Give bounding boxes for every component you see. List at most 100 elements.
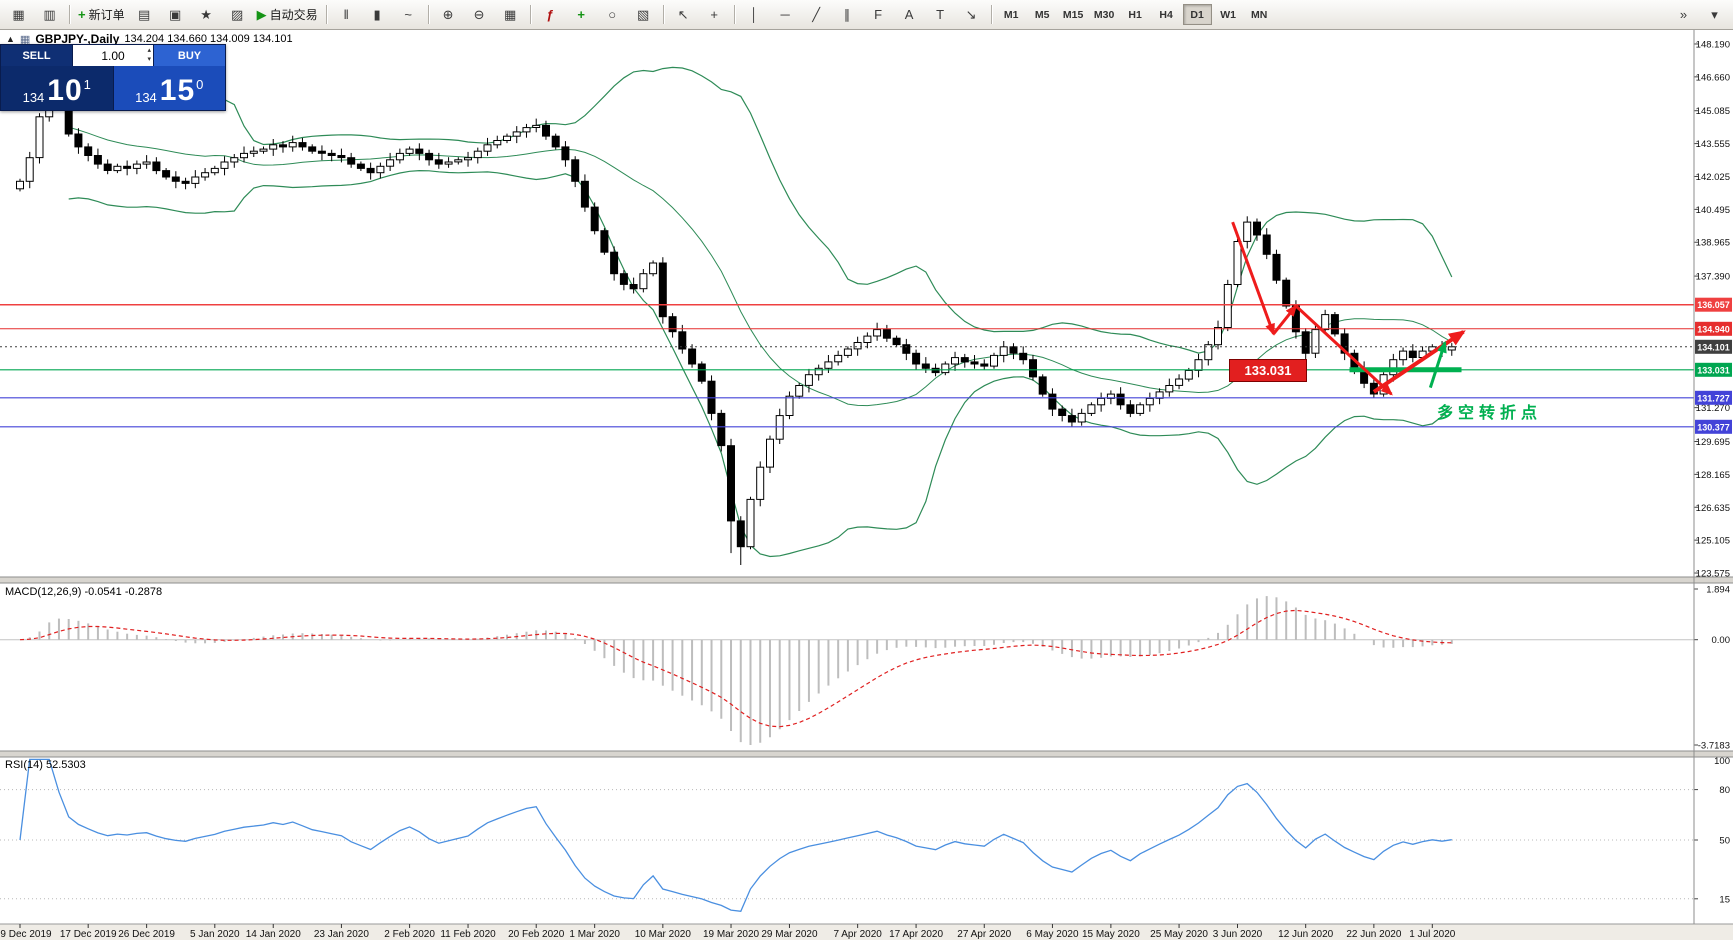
- indicators-button-icon: ƒ: [546, 7, 554, 22]
- indicators-button[interactable]: ƒ: [535, 2, 566, 27]
- tile-windows-button[interactable]: ▦: [495, 2, 526, 27]
- text-tool-button[interactable]: A: [894, 2, 925, 27]
- svg-text:134.101: 134.101: [1697, 342, 1730, 352]
- one-click-collapse-arrow[interactable]: ▲: [6, 34, 15, 44]
- data-window-button-icon: ▣: [168, 6, 182, 22]
- fibonacci-button-icon: F: [874, 7, 883, 22]
- chart-window-title: ▲ ▦ GBPJPY-,Daily 134.204 134.660 134.00…: [6, 32, 293, 46]
- svg-text:134.940: 134.940: [1697, 324, 1730, 334]
- new-chart-button[interactable]: ▦: [3, 2, 34, 27]
- add-indicator-button[interactable]: +: [566, 2, 597, 27]
- svg-text:23 Jan 2020: 23 Jan 2020: [314, 929, 369, 940]
- candlestick-mode-button-icon: ▮: [373, 6, 381, 22]
- svg-text:20 Feb 2020: 20 Feb 2020: [508, 929, 565, 940]
- bar-chart-mode-button[interactable]: ‖: [331, 2, 362, 27]
- toolbar-separator: [529, 5, 531, 24]
- buy-button[interactable]: BUY: [154, 45, 225, 66]
- trendline-button[interactable]: ╱: [801, 2, 832, 27]
- cursor-button[interactable]: ↖: [668, 2, 699, 27]
- templates-button[interactable]: ▧: [628, 2, 659, 27]
- channel-button[interactable]: ∥: [832, 2, 863, 27]
- turning-point-text: 多空转折点: [1437, 405, 1543, 422]
- svg-text:5 Jan 2020: 5 Jan 2020: [190, 929, 240, 940]
- new-chart-button-icon: ▦: [12, 6, 25, 22]
- crosshair-button-icon: +: [710, 7, 718, 22]
- trade-price-row: 134 10 1 134 15 0: [1, 66, 225, 110]
- toolbar-buttons: ▦ ▥ + 新订单 ▤ ▣ ★ ▨ ▶ 自动交易 ‖ ▮ ~ ⊕ ⊖ ▦ ƒ + ○ ▧ ↖ + │ ─ ╱ ∥ F A T ↘: [3, 2, 987, 27]
- timeframe-w1-button[interactable]: W1: [1220, 8, 1236, 21]
- svg-text:137.390: 137.390: [1696, 272, 1730, 283]
- spinner-down-icon[interactable]: ▾: [147, 56, 151, 63]
- chart-profiles-button[interactable]: ▥: [34, 2, 65, 27]
- timeframe-h4-button[interactable]: H4: [1159, 8, 1173, 21]
- timeframe-h1-button[interactable]: H1: [1128, 8, 1142, 21]
- timeframe-mn-button[interactable]: MN: [1250, 8, 1268, 21]
- toolbar-separator: [733, 5, 735, 24]
- svg-text:19 Mar 2020: 19 Mar 2020: [703, 929, 760, 940]
- chart-profiles-button-icon: ▥: [43, 6, 56, 22]
- timeframe-m15-button[interactable]: M15: [1062, 8, 1084, 21]
- market-watch-button[interactable]: ▤: [129, 2, 160, 27]
- macd-signal-line: [19, 609, 1452, 728]
- volume-spinner[interactable]: ▴ ▾: [147, 46, 151, 64]
- bullish-red-arrow: [1372, 330, 1466, 394]
- sell-button[interactable]: SELL: [1, 45, 72, 66]
- toolbar-options-button[interactable]: ▾: [1699, 2, 1730, 27]
- spinner-up-icon[interactable]: ▴: [147, 47, 151, 54]
- zoom-in-button[interactable]: ⊕: [433, 2, 464, 27]
- periods-button[interactable]: ○: [597, 2, 628, 27]
- svg-text:15: 15: [1719, 894, 1730, 905]
- zoom-out-button[interactable]: ⊖: [464, 2, 495, 27]
- toolbar-right: » ▾: [1668, 2, 1730, 27]
- new-order-button[interactable]: + 新订单: [74, 2, 129, 27]
- svg-text:138.965: 138.965: [1696, 238, 1730, 249]
- buy-price-display[interactable]: 134 15 0: [112, 66, 225, 110]
- svg-text:133.031: 133.031: [1697, 365, 1730, 375]
- crosshair-button[interactable]: +: [699, 2, 730, 27]
- main-plot-layer: [0, 49, 1694, 565]
- svg-text:17 Apr 2020: 17 Apr 2020: [889, 929, 943, 940]
- price-callout-label[interactable]: 133.031: [1229, 359, 1307, 382]
- candlestick-mode-button[interactable]: ▮: [362, 2, 393, 27]
- horizontal-line-button[interactable]: ─: [770, 2, 801, 27]
- timeframe-m30-button[interactable]: M30: [1093, 8, 1115, 21]
- sell-price-display[interactable]: 134 10 1: [1, 66, 113, 110]
- terminal-button[interactable]: ▨: [222, 2, 253, 27]
- zoom-out-button-icon: ⊖: [473, 6, 485, 22]
- navigator-button[interactable]: ★: [191, 2, 222, 27]
- svg-text:1 Mar 2020: 1 Mar 2020: [569, 929, 620, 940]
- svg-text:80: 80: [1719, 785, 1730, 796]
- svg-text:26 Dec 2019: 26 Dec 2019: [118, 929, 175, 940]
- volume-value: 1.00: [101, 48, 125, 63]
- add-indicator-button-icon: +: [577, 7, 585, 22]
- svg-text:12 Jun 2020: 12 Jun 2020: [1278, 929, 1333, 940]
- fibonacci-button[interactable]: F: [863, 2, 894, 27]
- macd-layer: [0, 596, 1694, 745]
- sell-price-pipette: 1: [83, 77, 91, 92]
- svg-text:0.00: 0.00: [1712, 635, 1731, 646]
- line-chart-mode-button-icon: ~: [404, 7, 412, 22]
- svg-text:15 May 2020: 15 May 2020: [1082, 929, 1140, 940]
- timeframe-m1-button[interactable]: M1: [1003, 8, 1019, 21]
- text-label-button[interactable]: T: [925, 2, 956, 27]
- vertical-line-button[interactable]: │: [739, 2, 770, 27]
- sell-price-pips: 10: [47, 74, 83, 107]
- data-window-button[interactable]: ▣: [160, 2, 191, 27]
- rsi-layer: [0, 758, 1694, 913]
- line-chart-mode-button[interactable]: ~: [393, 2, 424, 27]
- market-watch-button-icon: ▤: [137, 6, 151, 22]
- autotrade-button[interactable]: ▶ 自动交易: [253, 2, 322, 27]
- svg-text:146.660: 146.660: [1696, 72, 1730, 83]
- arrows-tool-button[interactable]: ↘: [956, 2, 987, 27]
- symbol-title: GBPJPY-,Daily: [35, 32, 120, 46]
- svg-text:29 Mar 2020: 29 Mar 2020: [761, 929, 818, 940]
- one-click-trading-panel: SELL 1.00 ▴ ▾ BUY 134 10 1 134 15 0: [0, 44, 226, 111]
- timeframe-m5-button[interactable]: M5: [1034, 8, 1050, 21]
- timeframe-d1-button[interactable]: D1: [1182, 4, 1212, 25]
- volume-input[interactable]: 1.00 ▴ ▾: [72, 45, 154, 66]
- svg-text:1 Jul 2020: 1 Jul 2020: [1409, 929, 1456, 940]
- toolbar-overflow-button[interactable]: »: [1668, 2, 1699, 27]
- svg-text:6 May 2020: 6 May 2020: [1026, 929, 1079, 940]
- navigator-button-icon: ★: [200, 6, 212, 22]
